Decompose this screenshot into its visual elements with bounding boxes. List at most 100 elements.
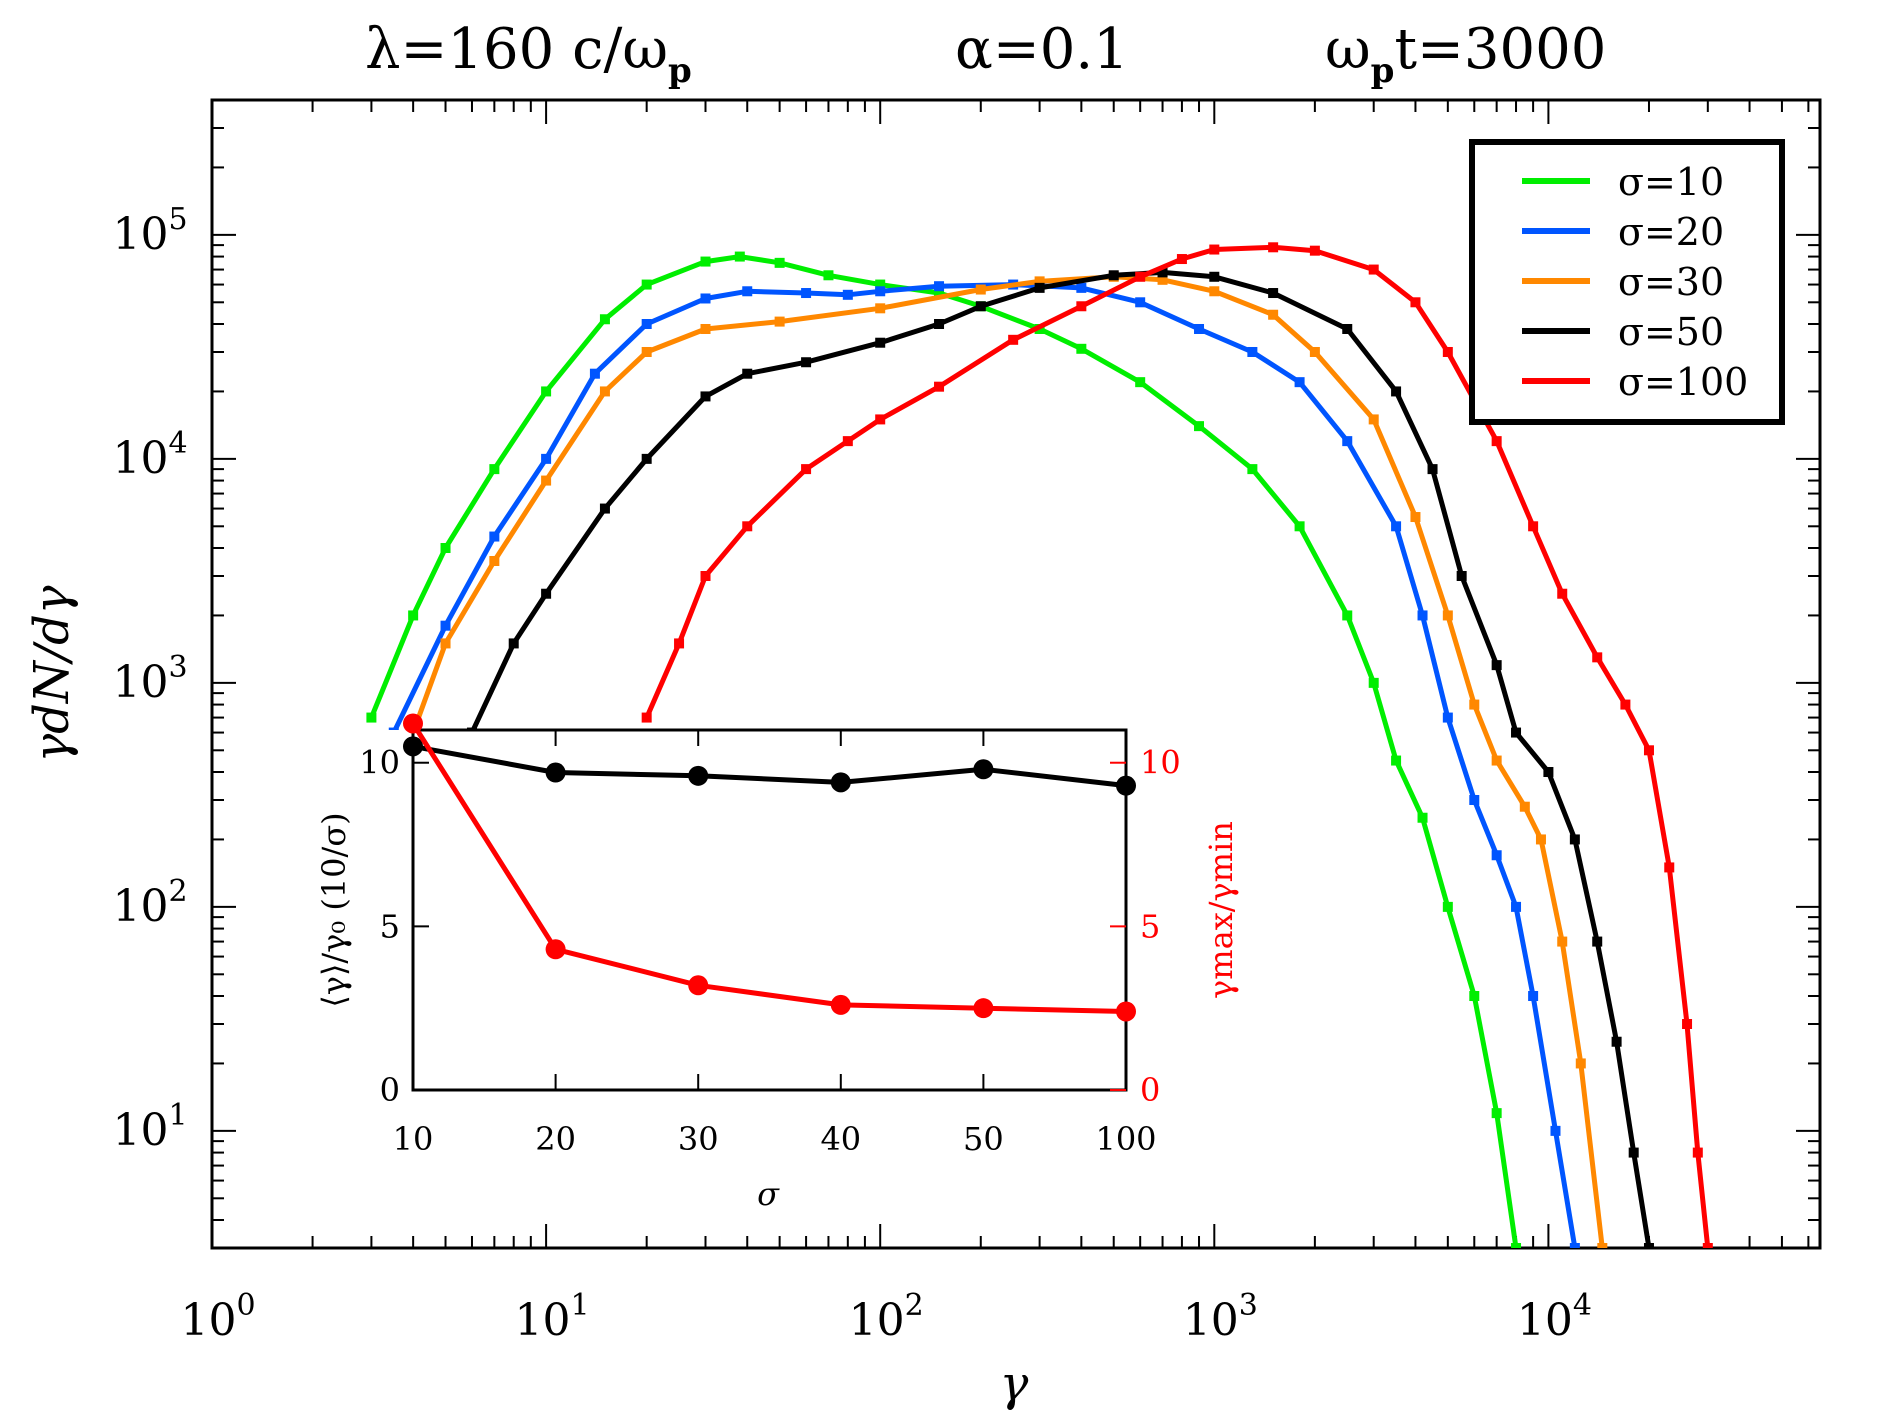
inset-x-tick-label: 10 [393, 1120, 434, 1158]
data-point [975, 301, 986, 312]
data-point [1391, 386, 1402, 397]
data-point [823, 270, 834, 281]
data-point [1268, 288, 1279, 299]
data-point [1528, 521, 1539, 532]
data-point [1569, 834, 1580, 845]
inset-series [403, 736, 1136, 796]
data-point [674, 638, 685, 649]
data-point [842, 436, 853, 447]
data-point [1368, 264, 1379, 275]
data-point [1611, 1036, 1622, 1047]
data-point [1643, 1243, 1654, 1248]
inset-point [403, 713, 423, 734]
data-point [1702, 1243, 1713, 1248]
data-point [801, 288, 812, 299]
data-point [641, 453, 652, 464]
inset-point [973, 759, 994, 780]
data-point [1682, 1018, 1693, 1029]
data-point [742, 521, 753, 532]
data-point [1417, 812, 1428, 823]
data-point [440, 638, 451, 649]
inset-right-tick-label: 10 [1140, 744, 1181, 782]
inset-left-axis-label: ⟨γ⟩/γ₀ (10/σ) [315, 812, 353, 1007]
data-point [641, 346, 652, 357]
data-point [489, 464, 500, 475]
data-point [489, 555, 500, 566]
legend-label: σ=100 [1618, 360, 1748, 404]
data-point [875, 303, 886, 314]
data-point [1410, 297, 1421, 308]
data-point [1491, 1108, 1502, 1119]
data-point [1511, 1243, 1522, 1248]
data-point [842, 289, 853, 300]
data-point [1209, 271, 1220, 282]
data-point [1368, 677, 1379, 688]
legend-label: σ=10 [1618, 160, 1724, 204]
data-point [541, 453, 552, 464]
inset-right-tick-label: 5 [1140, 907, 1160, 945]
inset-line [412, 743, 1127, 789]
data-point [1469, 699, 1480, 710]
data-point [700, 256, 711, 267]
series-σ=20 [388, 279, 1580, 1248]
data-point [934, 281, 945, 292]
series-line [391, 282, 1578, 1248]
data-point [1209, 244, 1220, 255]
data-point [641, 319, 652, 330]
data-point [408, 610, 419, 621]
data-point [1664, 862, 1675, 873]
data-point [1268, 242, 1279, 253]
series-line [644, 244, 1711, 1248]
data-point [1442, 901, 1453, 912]
inset-point [1116, 1001, 1136, 1022]
x-tick-label: 104 [1517, 1288, 1592, 1346]
data-point [366, 712, 377, 723]
data-point [742, 368, 753, 379]
data-point [1491, 436, 1502, 447]
data-point [801, 357, 812, 368]
data-point [1469, 794, 1480, 805]
y-tick-label: 102 [112, 874, 187, 932]
data-point [1368, 414, 1379, 425]
legend-label: σ=50 [1618, 310, 1724, 354]
inset-line [410, 722, 1127, 1014]
data-point [1469, 991, 1480, 1002]
inset-right-axis-label: γmax/γmin [1202, 821, 1240, 999]
inset-right-tick-label: 0 [1140, 1071, 1160, 1109]
data-point [934, 288, 945, 299]
data-point [1294, 377, 1305, 388]
legend-label: σ=20 [1618, 210, 1724, 254]
series-line [410, 274, 1605, 1248]
data-point [1557, 936, 1568, 947]
series-line [469, 269, 1652, 1248]
inset-point [830, 772, 851, 793]
y-tick-label: 101 [112, 1098, 187, 1156]
data-point [774, 257, 785, 268]
data-point [541, 588, 552, 599]
data-point [641, 712, 652, 723]
data-point [875, 286, 886, 297]
series-line [369, 254, 1519, 1248]
data-point [1247, 464, 1258, 475]
data-point [700, 570, 711, 581]
data-point [1410, 512, 1421, 523]
series-σ=30 [408, 271, 1608, 1248]
data-point [1427, 464, 1438, 475]
main-x-tick-labels: 100 101 102 103 104 [180, 1288, 1591, 1346]
data-point [599, 314, 610, 325]
inset-point [973, 998, 994, 1019]
data-point [1268, 309, 1279, 320]
data-point [1135, 377, 1146, 388]
data-point [1194, 421, 1205, 432]
data-point [1442, 712, 1453, 723]
data-point [1511, 727, 1522, 738]
series-σ=100 [641, 242, 1713, 1248]
data-point [541, 475, 552, 486]
data-point [1034, 276, 1045, 287]
data-point [1342, 610, 1353, 621]
inset-point [545, 762, 566, 783]
data-point [1528, 991, 1539, 1002]
data-point [1597, 1243, 1608, 1248]
data-point [1442, 610, 1453, 621]
legend-label: σ=30 [1618, 260, 1724, 304]
